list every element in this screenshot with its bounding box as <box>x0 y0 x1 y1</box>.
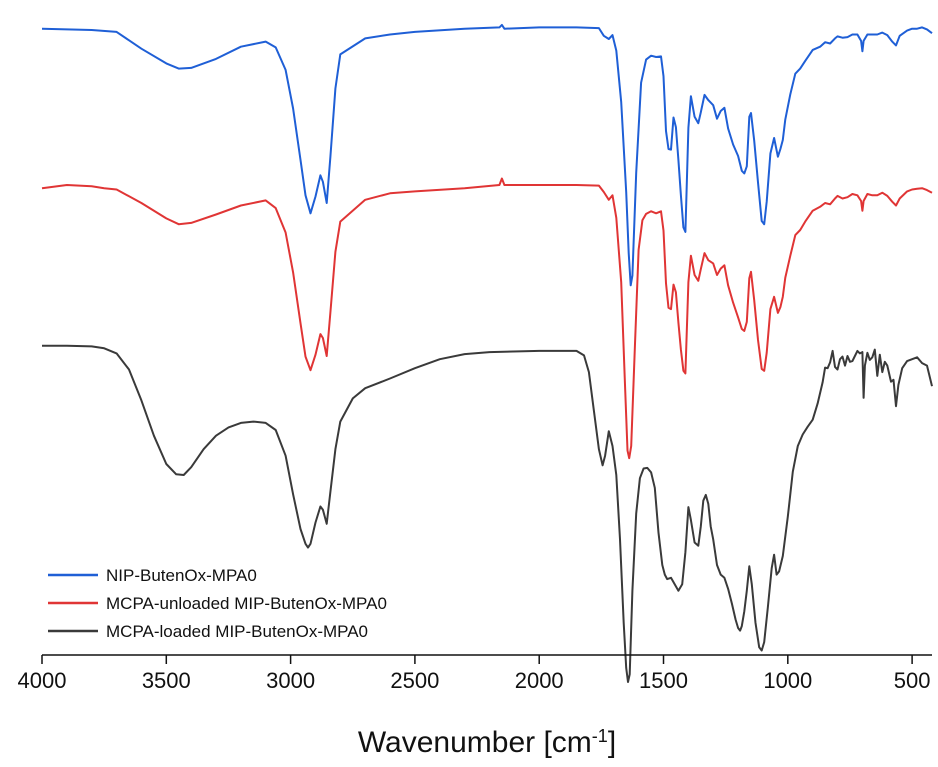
series-line-1 <box>41 23 933 287</box>
legend-label-1: NIP-ButenOx-MPA0 <box>106 566 257 585</box>
x-tick-label-2500: 2500 <box>390 668 439 693</box>
legend-label-3: MCPA-loaded MIP-ButenOx-MPA0 <box>106 622 368 641</box>
legend: NIP-ButenOx-MPA0 MCPA-unloaded MIP-ButenO… <box>48 566 387 641</box>
x-tick-label-3500: 3500 <box>142 668 191 693</box>
x-axis-tick-labels: 4000 3500 3000 2500 2000 1500 1000 500 <box>18 668 931 693</box>
series-layer <box>41 23 933 683</box>
series-line-3 <box>42 344 933 683</box>
x-tick-label-4000: 4000 <box>18 668 67 693</box>
x-axis-title-close: ] <box>608 726 616 759</box>
x-tick-label-500: 500 <box>894 668 931 693</box>
x-tick-label-1500: 1500 <box>639 668 688 693</box>
x-axis-title-superscript: -1 <box>592 726 608 746</box>
x-tick-label-1000: 1000 <box>763 668 812 693</box>
series-line-2 <box>41 177 933 460</box>
x-axis-title: Wavenumber [cm-1] <box>358 726 616 759</box>
legend-label-2: MCPA-unloaded MIP-ButenOx-MPA0 <box>106 594 387 613</box>
x-tick-label-3000: 3000 <box>266 668 315 693</box>
x-axis-ticks <box>41 655 913 664</box>
x-tick-label-2000: 2000 <box>515 668 564 693</box>
x-axis-title-main: Wavenumber [cm <box>358 726 592 759</box>
